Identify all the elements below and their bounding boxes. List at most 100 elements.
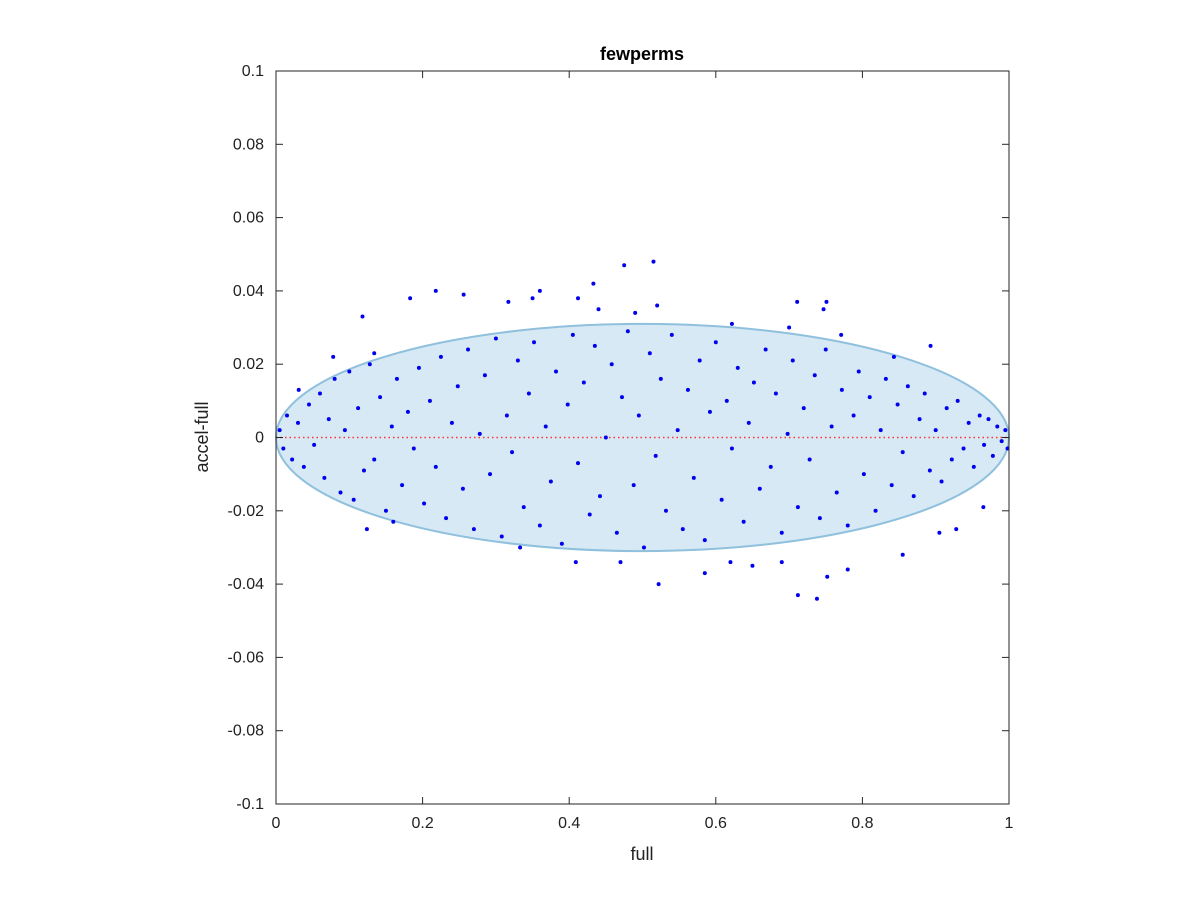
data-point (861, 472, 866, 477)
data-point (814, 596, 819, 601)
data-point (592, 343, 597, 348)
data-point (504, 413, 509, 418)
data-point (575, 461, 580, 466)
data-point (625, 329, 630, 334)
data-point (651, 259, 656, 264)
data-point (378, 395, 383, 400)
data-point (296, 387, 301, 392)
data-point (526, 391, 531, 396)
data-point (825, 574, 830, 579)
data-point (433, 288, 438, 293)
data-point (867, 395, 872, 400)
data-point (444, 516, 449, 521)
data-point (591, 281, 596, 286)
data-point (900, 552, 905, 557)
data-point (928, 343, 933, 348)
data-point (537, 523, 542, 528)
data-point (707, 409, 712, 414)
data-point (647, 351, 652, 356)
data-point (750, 563, 755, 568)
data-point (911, 494, 916, 499)
data-point (587, 512, 592, 517)
data-point (506, 299, 511, 304)
data-point (1003, 428, 1008, 433)
y-axis-label: accel-full (192, 401, 212, 472)
data-point (427, 398, 432, 403)
data-point (768, 464, 773, 469)
data-point (603, 435, 608, 440)
data-point (821, 307, 826, 312)
data-point (312, 442, 317, 447)
data-point (317, 391, 322, 396)
x-axis-label: full (630, 844, 653, 864)
data-point (295, 420, 300, 425)
data-point (955, 398, 960, 403)
data-point (795, 505, 800, 510)
data-point (891, 354, 896, 359)
data-point (995, 424, 1000, 429)
data-point (697, 358, 702, 363)
data-point (331, 354, 336, 359)
data-point (982, 442, 987, 447)
data-point (658, 376, 663, 381)
data-point (685, 387, 690, 392)
data-point (306, 402, 311, 407)
data-point (408, 296, 413, 301)
data-point (845, 523, 850, 528)
x-tick-label: 0.6 (705, 815, 727, 832)
data-point (691, 475, 696, 480)
data-point (653, 453, 658, 458)
data-point (488, 472, 493, 477)
data-point (795, 299, 800, 304)
data-point (735, 365, 740, 370)
data-point (655, 303, 660, 308)
data-point (845, 567, 850, 572)
data-point (277, 428, 282, 433)
data-point (482, 373, 487, 378)
data-point (728, 560, 733, 565)
data-point (829, 424, 834, 429)
data-point (719, 497, 724, 502)
data-point (961, 446, 966, 451)
y-tick-label: 0.08 (233, 136, 264, 153)
data-point (823, 347, 828, 352)
data-point (372, 351, 377, 356)
x-tick-label: 0 (272, 815, 281, 832)
data-point (977, 413, 982, 418)
data-point (518, 545, 523, 550)
data-point (917, 417, 922, 422)
data-point (817, 516, 822, 521)
data-point (905, 384, 910, 389)
data-point (713, 340, 718, 345)
y-tick-label: 0.04 (233, 283, 264, 300)
data-point (922, 391, 927, 396)
data-point (332, 376, 337, 381)
data-point (839, 387, 844, 392)
data-point (724, 398, 729, 403)
data-point (342, 428, 347, 433)
data-point (351, 497, 356, 502)
data-point (559, 541, 564, 546)
data-point (729, 446, 734, 451)
data-points (277, 259, 1010, 601)
data-point (477, 431, 482, 436)
y-tick-label: 0.02 (233, 356, 264, 373)
data-point (322, 475, 327, 480)
data-point (284, 413, 289, 418)
data-point (510, 450, 515, 455)
data-point (461, 292, 466, 297)
data-point (999, 439, 1004, 444)
data-point (937, 530, 942, 535)
data-point (400, 483, 405, 488)
data-point (570, 332, 575, 337)
data-point (301, 464, 306, 469)
data-point (515, 358, 520, 363)
data-point (656, 582, 661, 587)
data-point (532, 340, 537, 345)
data-point (981, 505, 986, 510)
data-point (530, 296, 535, 301)
data-point (856, 369, 861, 374)
data-point (466, 347, 471, 352)
data-point (493, 336, 498, 341)
